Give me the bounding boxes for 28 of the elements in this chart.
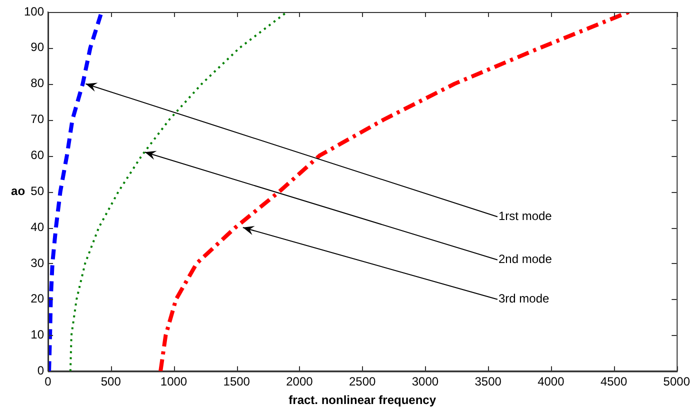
y-tick-label: 100 [24, 4, 44, 18]
x-tick-label: 1500 [223, 374, 250, 389]
x-axis-title: fract. nonlinear frequency [288, 393, 436, 408]
x-tick-label: 5000 [663, 374, 690, 389]
line-series [158, 12, 631, 372]
x-tick-label: 2000 [286, 374, 314, 389]
annotation: 1rst mode [498, 209, 552, 224]
x-tick-label: 3500 [474, 374, 502, 389]
x-tick-label: 1000 [160, 374, 188, 389]
y-axis-title: ao [11, 184, 26, 198]
annotation: 2nd mode [498, 252, 552, 266]
y-tick-label: 0 [37, 364, 44, 378]
x-tick-label: 2500 [348, 374, 376, 389]
annotation: 3rd mode [498, 292, 550, 306]
y-tick-label: 80 [30, 76, 44, 90]
y-tick-label: 40 [30, 220, 44, 234]
x-tick-label: 4500 [600, 374, 628, 389]
y-tick-label: 20 [30, 292, 44, 306]
y-tick-label: 10 [30, 328, 44, 342]
x-tick-label: 500 [100, 374, 122, 389]
x-tick-label: 4000 [538, 374, 565, 389]
line-series [69, 12, 288, 372]
y-tick-label: 60 [30, 148, 44, 162]
y-tick-label: 70 [30, 112, 44, 126]
y-tick-label: 30 [30, 256, 44, 270]
y-tick-label: 50 [30, 184, 44, 198]
x-tick-label: 3000 [412, 374, 439, 389]
y-tick-label: 90 [30, 40, 44, 54]
